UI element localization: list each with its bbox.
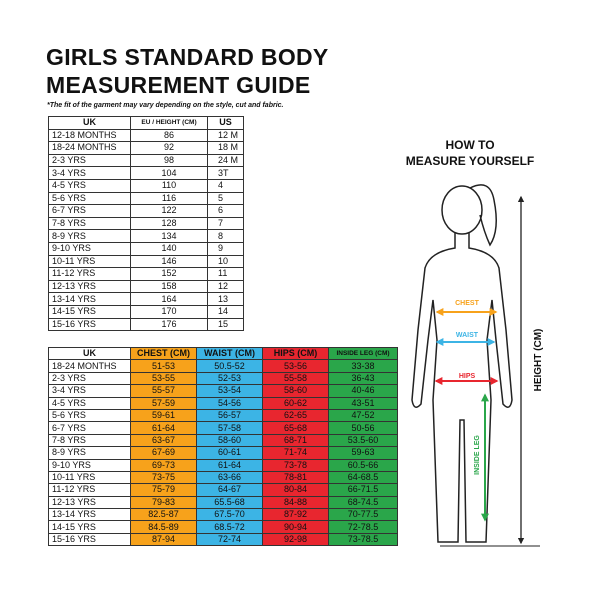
cell: 13-14 YRS bbox=[48, 508, 131, 522]
cell: 65.5-68 bbox=[196, 495, 263, 510]
cell: 73-78.5 bbox=[328, 532, 398, 547]
cell: 63-67 bbox=[130, 433, 197, 448]
row: 14-15 YRS 84.5-89 68.5-72 90-94 72-78.5 bbox=[48, 520, 398, 534]
cell: 92-98 bbox=[262, 532, 329, 547]
row: 2-3 YRS 53-55 52-53 55-58 36-43 bbox=[48, 371, 398, 386]
cell: 82.5-87 bbox=[130, 508, 197, 522]
cell: 176 bbox=[130, 317, 208, 332]
cell: 73-75 bbox=[130, 470, 197, 485]
row: 15-16 YRS 176 15 bbox=[48, 317, 244, 332]
row: 11-12 YRS 75-79 64-67 80-84 66-71.5 bbox=[48, 483, 398, 497]
cell: 36-43 bbox=[328, 371, 398, 386]
silhouette bbox=[411, 184, 513, 543]
row: 14-15 YRS 170 14 bbox=[48, 304, 244, 319]
cell: 71-74 bbox=[262, 446, 329, 460]
cell: 59-61 bbox=[130, 408, 197, 423]
chest-label: CHEST bbox=[455, 300, 479, 307]
row: 5-6 YRS 116 5 bbox=[48, 191, 244, 206]
cell: 68-71 bbox=[262, 433, 329, 448]
waist-label: WAIST bbox=[456, 332, 479, 339]
cell: 55-58 bbox=[262, 371, 329, 386]
howto: MEASURE YOURSELF bbox=[406, 154, 534, 168]
cell: 72-78.5 bbox=[328, 520, 398, 534]
cell: 68.5-72 bbox=[196, 520, 263, 534]
cell: 68-74.5 bbox=[328, 495, 398, 510]
cell: 61-64 bbox=[196, 458, 263, 472]
cell: 64-67 bbox=[196, 483, 263, 497]
cell: 47-52 bbox=[328, 408, 398, 423]
cell: 66-71.5 bbox=[328, 483, 398, 497]
row: 6-7 YRS 122 6 bbox=[48, 204, 244, 218]
row: 13-14 YRS 82.5-87 67.5-70 87-92 70-77.5 bbox=[48, 508, 398, 522]
row: 10-11 YRS 146 10 bbox=[48, 254, 244, 269]
cell: 80-84 bbox=[262, 483, 329, 497]
title: MEASUREMENT GUIDE bbox=[46, 72, 311, 98]
row: 15-16 YRS 87-94 72-74 92-98 73-78.5 bbox=[48, 532, 398, 547]
hips-label: HIPS bbox=[459, 373, 476, 380]
size-table: UK EU / HEIGHT (CM) US 12-18 MONTHS 86 12 M 18… bbox=[48, 116, 244, 332]
cell: 15 bbox=[207, 317, 244, 332]
header-row: UK CHEST (CM) WAIST (CM) HIPS (CM) INSIDE LE… bbox=[48, 346, 398, 361]
row: 4-5 YRS 57-59 54-56 60-62 43-51 bbox=[48, 396, 398, 410]
height-label: HEIGHT (CM) bbox=[533, 329, 544, 392]
cell: 53.5-60 bbox=[328, 433, 398, 448]
row: 7-8 YRS 63-67 58-60 68-71 53.5-60 bbox=[48, 433, 398, 448]
cell: 90-94 bbox=[262, 520, 329, 534]
cell: 87-92 bbox=[262, 508, 329, 522]
row: 5-6 YRS 59-61 56-57 62-65 47-52 bbox=[48, 408, 398, 423]
row: 2-3 YRS 98 24 M bbox=[48, 153, 244, 168]
row: 9-10 YRS 140 9 bbox=[48, 241, 244, 256]
header-cell: INSIDE LEG (CM) bbox=[328, 346, 398, 361]
cell: 63-66 bbox=[196, 470, 263, 485]
row: 3-4 YRS 55-57 53-54 58-60 40-46 bbox=[48, 384, 398, 398]
howto: HOW TO bbox=[445, 138, 494, 152]
cell: 72-74 bbox=[196, 532, 263, 547]
note: *The fit of the garment may vary dependi… bbox=[47, 102, 284, 109]
cell: 60-62 bbox=[262, 396, 329, 410]
cell: 70-77.5 bbox=[328, 508, 398, 522]
cell: 62-65 bbox=[262, 408, 329, 423]
measurement-table: UK CHEST (CM) WAIST (CM) HIPS (CM) INSIDE LE… bbox=[48, 346, 398, 547]
title: GIRLS STANDARD BODY bbox=[46, 44, 329, 70]
cell: 79-83 bbox=[130, 495, 197, 510]
row: 12-18 MONTHS 86 12 M bbox=[48, 128, 244, 143]
cell: 73-78 bbox=[262, 458, 329, 472]
cell: 67-69 bbox=[130, 446, 197, 460]
cell: 67.5-70 bbox=[196, 508, 263, 522]
cell: 84.5-89 bbox=[130, 520, 197, 534]
inside-leg-label: INSIDE LEG bbox=[474, 435, 481, 475]
cell: 65-68 bbox=[262, 421, 329, 435]
row: 9-10 YRS 69-73 61-64 73-78 60.5-66 bbox=[48, 458, 398, 472]
row: 8-9 YRS 67-69 60-61 71-74 59-63 bbox=[48, 446, 398, 460]
cell: 50.5-52 bbox=[196, 359, 263, 373]
cell: 14-15 YRS bbox=[48, 520, 131, 534]
header-cell: WAIST (CM) bbox=[196, 346, 263, 361]
cell: 15-16 YRS bbox=[48, 532, 131, 547]
cell: 52-53 bbox=[196, 371, 263, 386]
